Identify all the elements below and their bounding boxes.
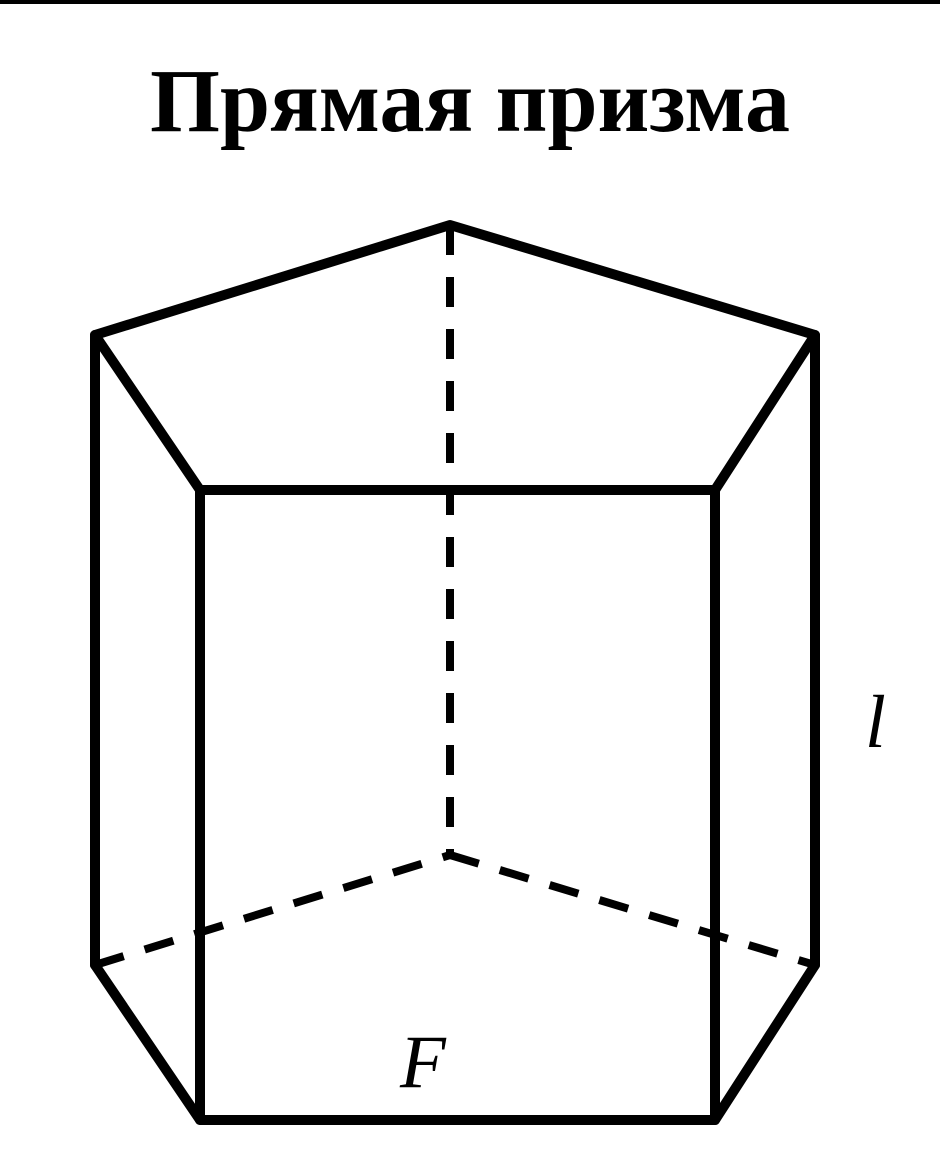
prism-top-face <box>95 225 815 490</box>
diagram-title: Прямая призма <box>0 50 940 153</box>
prism-bottom-back-left-edge <box>95 855 450 965</box>
prism-diagram: l F <box>0 200 940 1160</box>
prism-bottom-back-right-edge <box>450 855 815 965</box>
base-label: F <box>400 1020 446 1106</box>
prism-svg <box>0 200 940 1160</box>
height-label: l <box>865 680 886 766</box>
page-top-border <box>0 0 940 4</box>
